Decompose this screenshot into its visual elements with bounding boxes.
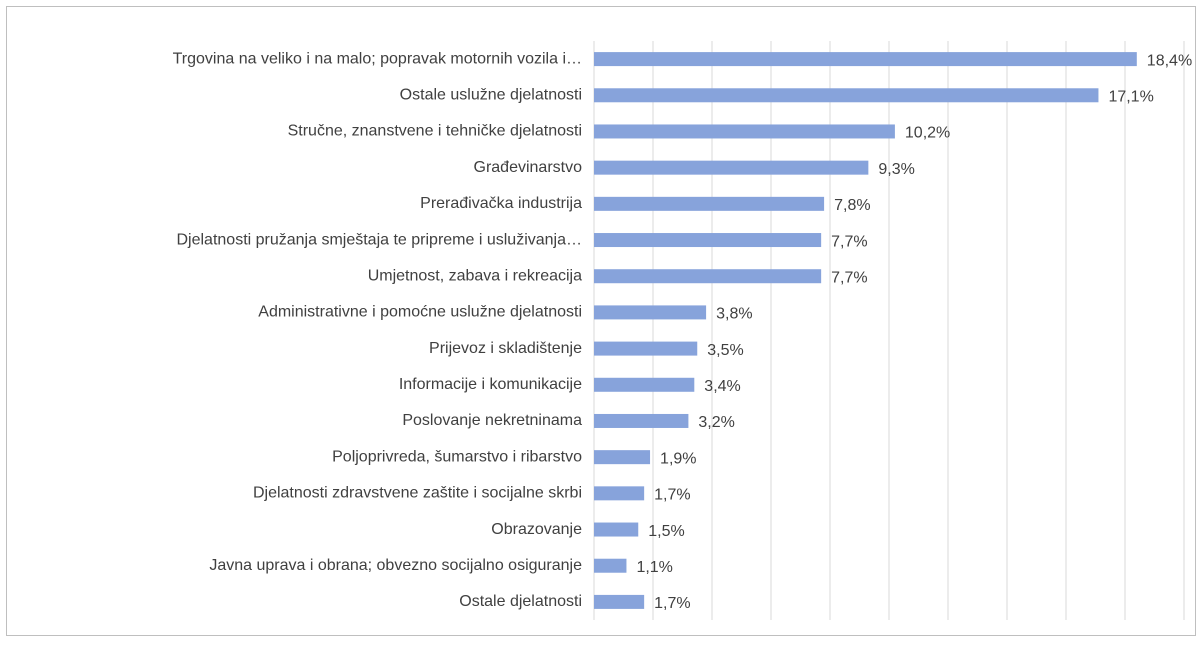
data-label: 1,1% xyxy=(636,559,672,576)
bar xyxy=(594,450,651,465)
bar xyxy=(594,305,707,320)
data-label: 1,5% xyxy=(648,523,684,540)
bar xyxy=(594,522,639,537)
bar xyxy=(594,558,627,573)
data-label: 9,3% xyxy=(878,161,914,178)
y-tick-label: Prijevoz i skladištenje xyxy=(429,340,582,357)
data-label: 1,7% xyxy=(654,487,690,504)
bar xyxy=(594,124,895,139)
y-tick-label: Građevinarstvo xyxy=(474,159,583,176)
y-tick-label: Umjetnost, zabava i rekreacija xyxy=(368,267,582,284)
bar xyxy=(594,594,645,609)
data-label: 1,9% xyxy=(660,450,696,467)
bar xyxy=(594,377,695,392)
data-label: 3,4% xyxy=(704,378,740,395)
y-tick-label: Prerađivačka industrija xyxy=(420,195,582,212)
y-tick-label: Djelatnosti zdravstvene zaštite i socija… xyxy=(253,485,582,502)
data-label: 3,8% xyxy=(716,306,752,323)
bar xyxy=(594,486,645,501)
data-label: 17,1% xyxy=(1108,89,1153,106)
bar xyxy=(594,233,822,248)
y-tick-label: Javna uprava i obrana; obvezno socijalno… xyxy=(209,557,582,574)
bar xyxy=(594,52,1137,67)
data-label: 1,7% xyxy=(654,595,690,612)
data-label: 18,4% xyxy=(1147,52,1192,69)
y-tick-label: Ostale uslužne djelatnosti xyxy=(400,87,582,104)
bar xyxy=(594,160,869,175)
y-tick-label: Poljoprivreda, šumarstvo i ribarstvo xyxy=(332,448,582,465)
y-tick-label: Poslovanje nekretninama xyxy=(402,412,582,429)
y-tick-label: Djelatnosti pružanja smještaja te pripre… xyxy=(176,231,582,248)
bar xyxy=(594,413,689,428)
y-tick-label: Administrativne i pomoćne uslužne djelat… xyxy=(258,304,582,321)
bar xyxy=(594,341,698,356)
data-label: 10,2% xyxy=(905,125,950,142)
y-tick-label: Ostale djelatnosti xyxy=(459,593,582,610)
y-tick-label: Trgovina na veliko i na malo; popravak m… xyxy=(173,50,582,67)
data-label: 7,7% xyxy=(831,269,867,286)
bar xyxy=(594,269,822,284)
bar xyxy=(594,196,825,211)
data-label: 3,2% xyxy=(698,414,734,431)
y-tick-label: Stručne, znanstvene i tehničke djelatnos… xyxy=(288,123,582,140)
data-label: 7,8% xyxy=(834,197,870,214)
data-label: 3,5% xyxy=(707,342,743,359)
y-tick-label: Obrazovanje xyxy=(491,521,582,538)
bar xyxy=(594,88,1099,103)
y-tick-label: Informacije i komunikacije xyxy=(399,376,582,393)
data-label: 7,7% xyxy=(831,233,867,250)
